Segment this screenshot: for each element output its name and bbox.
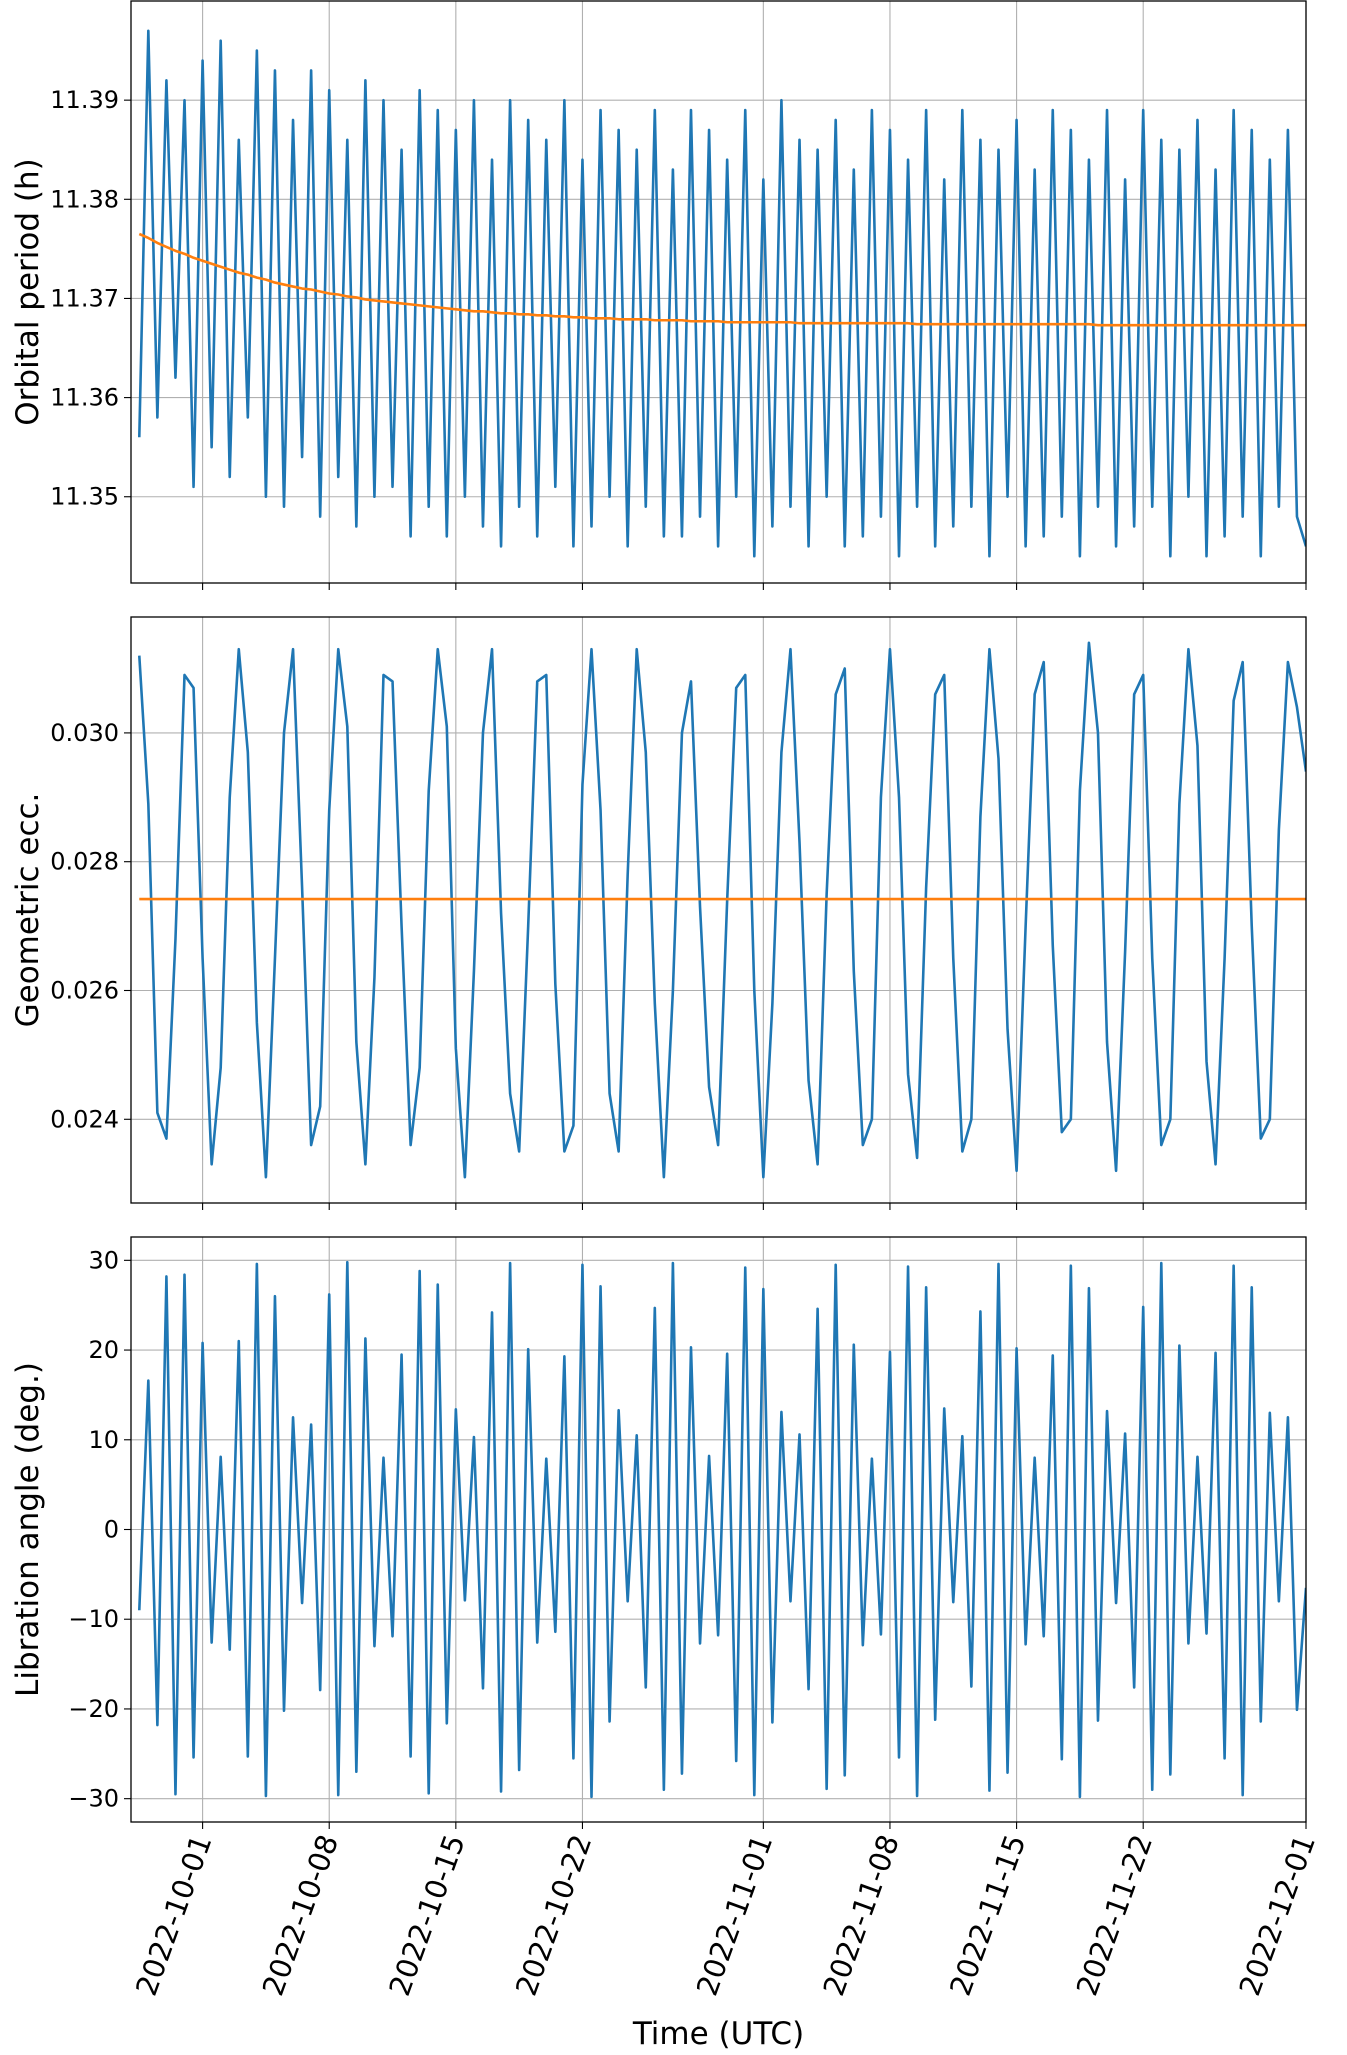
series-line bbox=[137, 1260, 1306, 1799]
y-tick-label: 0.028 bbox=[50, 848, 119, 876]
y-tick-label: −10 bbox=[68, 1605, 119, 1633]
series-line bbox=[137, 641, 1306, 1179]
axes-frame bbox=[130, 0, 1307, 584]
y-tick-label: 0.024 bbox=[50, 1105, 119, 1133]
y-axis-label: Libration angle (deg.) bbox=[10, 1362, 46, 1697]
series-line bbox=[137, 29, 1306, 558]
y-tick-label: 11.35 bbox=[50, 483, 119, 511]
y-tick-label: 10 bbox=[88, 1426, 119, 1454]
y-tick-label: 11.36 bbox=[50, 384, 119, 412]
y-tick-label: 11.38 bbox=[50, 185, 119, 213]
y-axis-label: Geometric ecc. bbox=[10, 793, 46, 1028]
axes-frame bbox=[130, 616, 1307, 1204]
y-tick-label: −20 bbox=[68, 1695, 119, 1723]
y-tick-label: 11.37 bbox=[50, 284, 119, 312]
y-tick-label: 30 bbox=[88, 1246, 119, 1274]
y-tick-label: −30 bbox=[68, 1785, 119, 1813]
y-tick-label: 11.39 bbox=[50, 86, 119, 114]
axes-frame bbox=[130, 1236, 1307, 1823]
series-line bbox=[138, 232, 1306, 327]
y-tick-label: 0.026 bbox=[50, 976, 119, 1004]
y-tick-label: 20 bbox=[88, 1336, 119, 1364]
x-axis-label: Time (UTC) bbox=[632, 2016, 804, 2052]
y-axis-label: Orbital period (h) bbox=[10, 158, 46, 426]
y-tick-label: 0 bbox=[104, 1516, 119, 1544]
y-tick-label: 0.030 bbox=[50, 719, 119, 747]
